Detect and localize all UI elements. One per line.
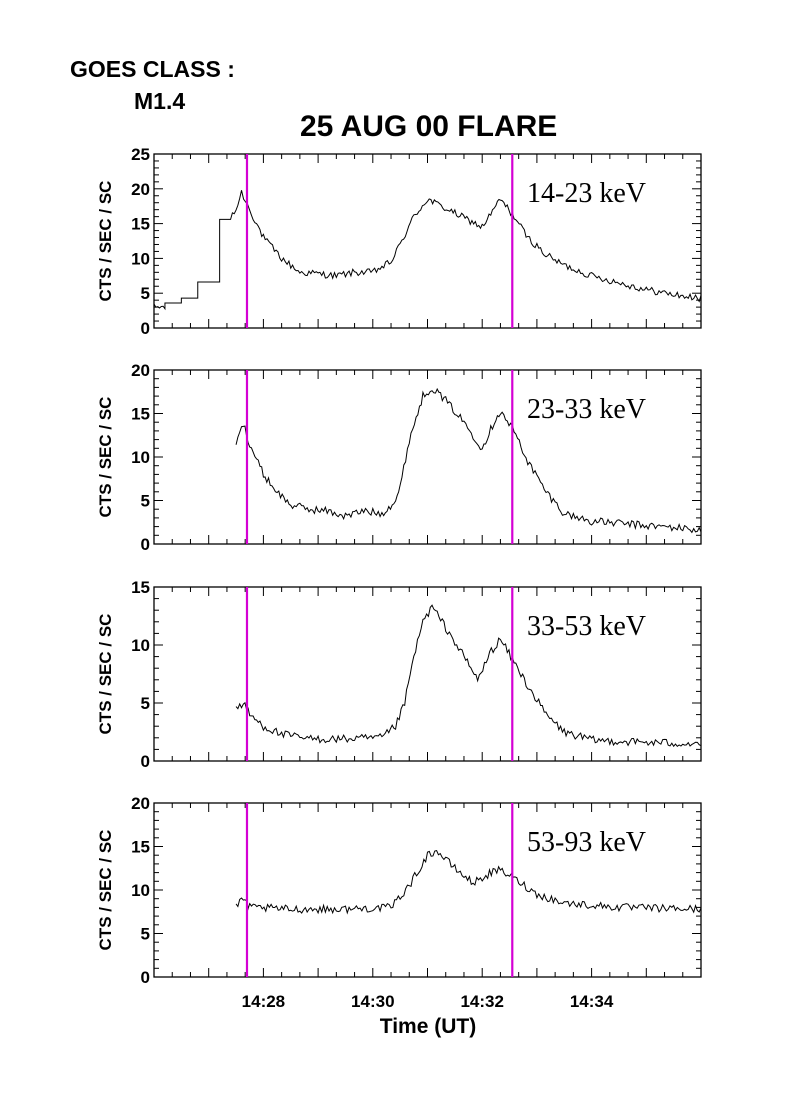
lightcurve-line bbox=[153, 190, 702, 311]
lightcurve-line bbox=[235, 849, 702, 915]
y-tick-label: 10 bbox=[131, 881, 150, 900]
y-tick-label: 0 bbox=[141, 752, 150, 771]
band-label: 33-53 keV bbox=[527, 611, 646, 642]
lightcurve-line bbox=[235, 604, 702, 748]
band-label: 53-93 keV bbox=[527, 827, 646, 858]
y-tick-label: 0 bbox=[141, 535, 150, 554]
y-tick-label: 20 bbox=[131, 180, 150, 199]
goes-class-label: GOES CLASS : bbox=[70, 56, 235, 82]
y-tick-label: 15 bbox=[131, 838, 150, 857]
y-tick-label: 15 bbox=[131, 405, 150, 424]
y-tick-label: 10 bbox=[131, 636, 150, 655]
goes-class-value: M1.4 bbox=[134, 88, 186, 114]
y-axis-title: CTS / SEC / SC bbox=[96, 830, 115, 951]
y-axis-title: CTS / SEC / SC bbox=[96, 181, 115, 302]
y-tick-label: 15 bbox=[131, 215, 150, 234]
x-tick-label: 14:28 bbox=[242, 992, 285, 1011]
y-tick-label: 5 bbox=[141, 284, 150, 303]
x-tick-label: 14:32 bbox=[460, 992, 503, 1011]
y-tick-label: 20 bbox=[131, 794, 150, 813]
chart-title: 25 AUG 00 FLARE bbox=[300, 110, 558, 143]
y-tick-label: 15 bbox=[131, 578, 150, 597]
x-axis-title: Time (UT) bbox=[380, 1015, 476, 1038]
x-tick-label: 14:34 bbox=[570, 992, 614, 1011]
y-axis-title: CTS / SEC / SC bbox=[96, 614, 115, 735]
band-label: 23-33 keV bbox=[527, 394, 646, 425]
y-tick-label: 5 bbox=[141, 694, 150, 713]
y-tick-label: 5 bbox=[141, 492, 150, 511]
y-tick-label: 5 bbox=[141, 925, 150, 944]
y-tick-label: 20 bbox=[131, 361, 150, 380]
y-axis-title: CTS / SEC / SC bbox=[96, 397, 115, 518]
y-tick-label: 25 bbox=[131, 145, 150, 164]
band-label: 14-23 keV bbox=[527, 178, 646, 209]
lightcurve-line bbox=[235, 387, 702, 534]
y-tick-label: 10 bbox=[131, 249, 150, 268]
y-tick-label: 0 bbox=[141, 319, 150, 338]
x-tick-label: 14:30 bbox=[351, 992, 394, 1011]
y-tick-label: 0 bbox=[141, 968, 150, 987]
y-tick-label: 10 bbox=[131, 448, 150, 467]
